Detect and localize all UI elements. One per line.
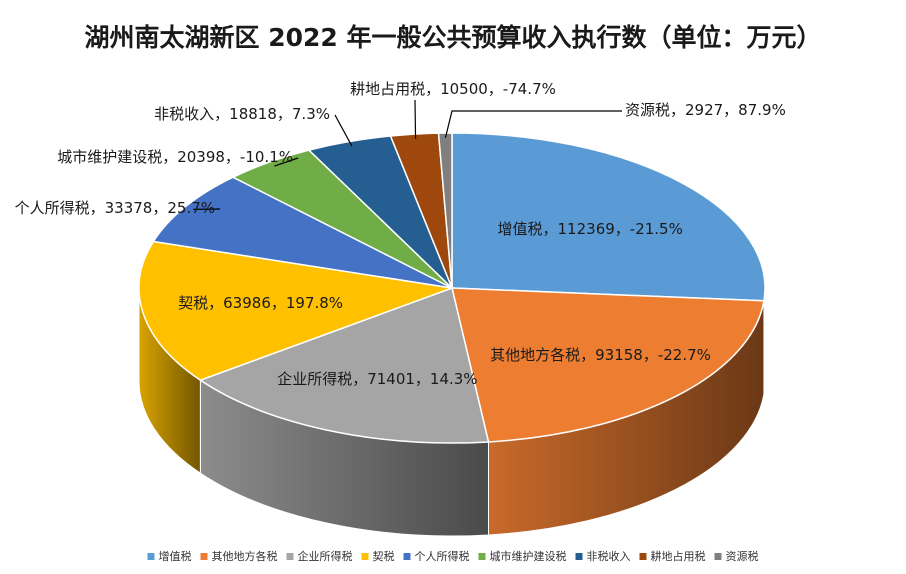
pie-slice-0 (451, 132, 766, 302)
legend-item-5: 城市维护建设税 (478, 549, 567, 563)
legend-swatch-4 (403, 553, 411, 560)
legend-item-4: 个人所得税 (403, 549, 470, 563)
data-label-5: 城市维护建设税，20398，-10.1% (57, 148, 293, 166)
data-label-1: 其他地方各税，93158，-22.7% (490, 346, 711, 364)
legend-item-2: 企业所得税 (286, 549, 353, 563)
data-label-7: 耕地占用税，10500，-74.7% (350, 80, 556, 98)
legend-item-8: 资源税 (714, 549, 759, 563)
leader-line-6 (334, 114, 353, 147)
legend-item-6: 非税收入 (575, 549, 631, 563)
data-labels: 增值税，112369，-21.5% 其他地方各税，93158，-22.7% 企业所得… (15, 80, 786, 388)
legend-item-3: 契税 (361, 549, 395, 563)
leader-line-5 (274, 157, 299, 167)
pie-sides (138, 287, 766, 537)
legend-swatch-2 (286, 553, 294, 560)
pie-slice-4 (152, 176, 453, 289)
legend-swatch-0 (147, 553, 155, 560)
legend-item-0: 增值税 (147, 549, 192, 563)
legend-label-8: 资源税 (726, 549, 759, 563)
legend-label-5: 城市维护建设税 (490, 549, 567, 563)
legend-label-6: 非税收入 (587, 549, 631, 563)
pie-slice-8 (437, 132, 453, 289)
legend-label-0: 增值税 (159, 549, 192, 563)
legend-label-3: 契税 (373, 549, 395, 563)
legend-label-2: 企业所得税 (298, 549, 353, 563)
legend-swatch-3 (361, 553, 369, 560)
data-label-6: 非税收入，18818，7.3% (154, 105, 330, 123)
legend-swatch-1 (200, 553, 208, 560)
legend-label-1: 其他地方各税 (212, 549, 278, 563)
leader-line-7 (414, 99, 417, 139)
legend-swatch-6 (575, 553, 583, 560)
legend-swatch-8 (714, 553, 722, 560)
legend: 增值税 其他地方各税 企业所得税 契税 个人所得税 城市维护建设税 非税收入 耕地占用税 资源税 (147, 549, 759, 563)
legend-swatch-7 (639, 553, 647, 560)
data-label-3: 契税，63986，197.8% (178, 294, 343, 312)
data-label-8: 资源税，2927，87.9% (625, 101, 786, 119)
pie-slice-2 (198, 287, 490, 444)
pie-slices (138, 132, 766, 444)
leader-line-8 (444, 110, 622, 138)
legend-label-7: 耕地占用税 (651, 549, 706, 563)
pie-slice-1 (451, 287, 765, 443)
leader-lines (193, 99, 622, 210)
chart-title: 湖州南太湖新区 2022 年一般公共预算收入执行数（单位：万元） (85, 23, 822, 52)
legend-label-4: 个人所得税 (415, 549, 470, 563)
data-label-2: 企业所得税，71401，14.3% (277, 370, 477, 388)
data-label-0: 增值税，112369，-21.5% (498, 220, 683, 238)
legend-item-7: 耕地占用税 (639, 549, 706, 563)
legend-item-1: 其他地方各税 (200, 549, 278, 563)
data-label-4: 个人所得税，33378，25.7% (15, 199, 215, 217)
legend-swatch-5 (478, 553, 486, 560)
